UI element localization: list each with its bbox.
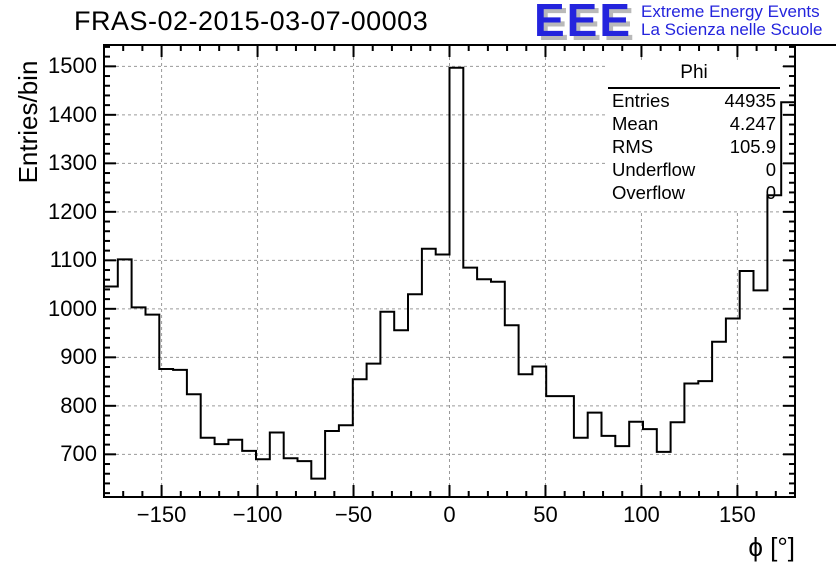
y-axis-label: Entries/bin [13, 60, 43, 184]
stats-value: 0 [765, 182, 776, 203]
stats-label: Entries [612, 90, 670, 111]
stats-row-entries: Entries 44935 [608, 89, 780, 112]
eee-logo-line2: La Scienza nelle Scuole [641, 20, 823, 39]
plot-title: FRAS-02-2015-03-07-00003 [74, 6, 429, 36]
stats-box: Phi Entries 44935 Mean 4.247 RMS 105.9 U… [608, 62, 780, 204]
stats-label: RMS [612, 136, 654, 157]
stats-box-title: Phi [608, 62, 780, 89]
stats-label: Mean [612, 113, 659, 134]
stats-value: 44935 [724, 90, 776, 111]
stats-value: 4.247 [729, 113, 776, 134]
stats-label: Overflow [612, 182, 685, 203]
eee-logo-text: Extreme Energy Events La Scienza nelle S… [641, 0, 822, 39]
x-axis-label: ϕ [°] [748, 532, 795, 562]
eee-logo: EEE Extreme Energy Events La Scienza nel… [534, 0, 823, 46]
stats-row-underflow: Underflow 0 [608, 158, 780, 181]
histogram-line [104, 66, 795, 480]
eee-logo-line1: Extreme Energy Events [641, 2, 820, 21]
stats-row-overflow: Overflow 0 [608, 181, 780, 204]
stats-value: 0 [765, 159, 776, 180]
stats-label: Underflow [612, 159, 696, 180]
eee-logo-acronym: EEE [534, 0, 633, 46]
stats-row-rms: RMS 105.9 [608, 135, 780, 158]
stats-value: 105.9 [729, 136, 776, 157]
stats-box-background [608, 62, 780, 210]
stats-row-mean: Mean 4.247 [608, 112, 780, 135]
